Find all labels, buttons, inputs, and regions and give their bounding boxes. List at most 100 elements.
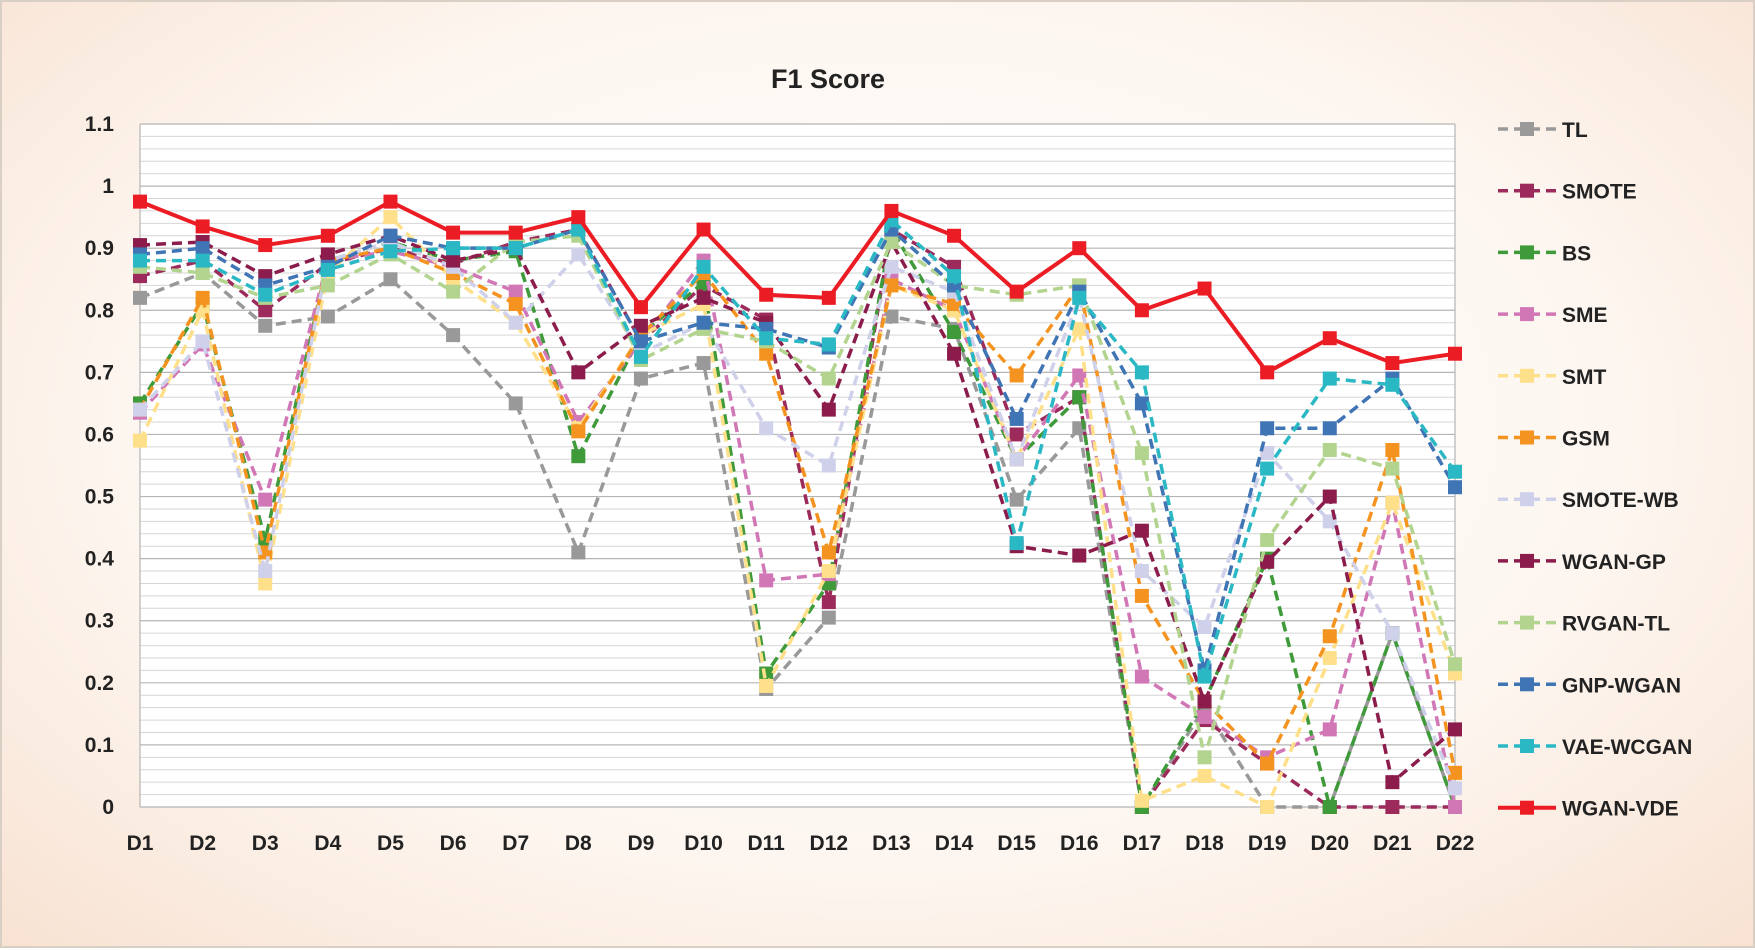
legend-label: SMOTE: [1562, 181, 1637, 204]
legend-item: WGAN-VDE: [1498, 798, 1679, 821]
data-point: [1448, 722, 1462, 737]
data-point: [195, 266, 210, 281]
data-point: [1197, 709, 1212, 724]
data-point: [1197, 281, 1212, 296]
x-tick-label: D3: [252, 832, 279, 855]
legend-item: WGAN-GP: [1498, 551, 1666, 574]
data-point: [1260, 461, 1275, 476]
data-point: [1260, 800, 1275, 814]
data-point: [383, 228, 398, 243]
x-tick-label: D22: [1436, 832, 1475, 855]
data-point: [1134, 303, 1149, 318]
data-point: [696, 356, 711, 371]
legend-item: SMT: [1498, 366, 1607, 389]
data-point: [1322, 722, 1337, 737]
y-tick-label: 1: [102, 175, 114, 198]
data-point: [696, 222, 711, 237]
data-point: [258, 318, 273, 333]
data-point: [258, 287, 273, 302]
data-point: [1260, 421, 1275, 436]
data-point: [1448, 781, 1462, 796]
data-point: [633, 371, 648, 386]
series-vae-wcgan: [133, 213, 1462, 684]
legend-marker: [1520, 553, 1534, 568]
data-point: [508, 241, 523, 256]
data-point: [696, 315, 711, 330]
data-point: [508, 396, 523, 411]
data-point: [1009, 368, 1024, 383]
data-point: [1322, 331, 1337, 346]
data-point: [508, 225, 523, 240]
data-point: [446, 328, 461, 343]
data-point: [1134, 588, 1149, 603]
legend-label: TL: [1562, 119, 1588, 142]
x-tick-label: D7: [502, 832, 529, 855]
data-point: [1009, 284, 1024, 299]
data-point: [947, 269, 962, 284]
legend-label: GSM: [1562, 428, 1610, 451]
data-point: [320, 309, 335, 324]
series-line: [140, 218, 1457, 679]
x-tick-label: D8: [565, 832, 592, 855]
data-point: [1385, 442, 1400, 457]
data-point: [195, 253, 210, 268]
legend-marker: [1520, 739, 1534, 753]
data-point: [884, 259, 899, 274]
data-point: [633, 349, 648, 364]
data-point: [1197, 619, 1212, 634]
legend-item: TL: [1498, 119, 1588, 142]
data-point: [1448, 657, 1462, 672]
data-point: [1322, 489, 1337, 504]
y-tick-label: 0.1: [85, 734, 115, 757]
data-point: [1448, 765, 1462, 780]
legend-item: RVGAN-TL: [1498, 613, 1670, 636]
legend-marker: [1520, 430, 1534, 445]
data-point: [1072, 241, 1087, 256]
data-point: [947, 346, 962, 361]
data-point: [571, 247, 586, 262]
data-point: [571, 424, 586, 439]
data-point: [1134, 365, 1149, 380]
data-point: [1009, 452, 1024, 467]
legend-item: GNP-WGAN: [1498, 674, 1681, 697]
data-point: [821, 337, 836, 352]
data-point: [571, 210, 586, 225]
data-point: [508, 315, 523, 330]
legend-marker: [1520, 245, 1534, 260]
legend-marker: [1520, 677, 1534, 692]
x-tick-label: D6: [440, 832, 467, 855]
x-tick-label: D13: [872, 832, 911, 855]
legend-marker: [1520, 307, 1534, 322]
series-wgan-vde: [133, 194, 1462, 380]
data-point: [884, 203, 899, 218]
y-tick-label: 0.8: [85, 299, 115, 322]
data-point: [133, 253, 147, 268]
legend-marker: [1520, 122, 1534, 136]
data-point: [1009, 492, 1024, 507]
data-point: [1322, 442, 1337, 457]
series-line: [138, 246, 1457, 774]
legend-label: BS: [1562, 242, 1591, 265]
data-point: [508, 284, 523, 299]
data-point: [1260, 533, 1275, 548]
data-point: [1385, 356, 1400, 371]
data-point: [258, 564, 273, 579]
legend-item: SME: [1498, 304, 1608, 327]
series-line: [139, 199, 1456, 375]
data-point: [383, 210, 398, 225]
data-point: [1072, 290, 1087, 305]
data-point: [759, 346, 774, 361]
legend-marker: [1520, 492, 1534, 507]
x-tick-label: D17: [1123, 832, 1162, 855]
y-tick-label: 0.3: [85, 610, 114, 633]
x-tick-label: D14: [935, 832, 974, 855]
data-point: [1197, 694, 1212, 709]
legend: TL SMOTE BS SME SMT GSM SMOTE-WB WGAN-GP RVGAN-T…: [1498, 119, 1692, 821]
series-line: [139, 271, 1457, 809]
data-point: [1072, 548, 1087, 563]
y-tick-label: 0.9: [85, 237, 114, 260]
legend-item: BS: [1498, 242, 1591, 265]
x-tick-label: D11: [748, 832, 786, 855]
